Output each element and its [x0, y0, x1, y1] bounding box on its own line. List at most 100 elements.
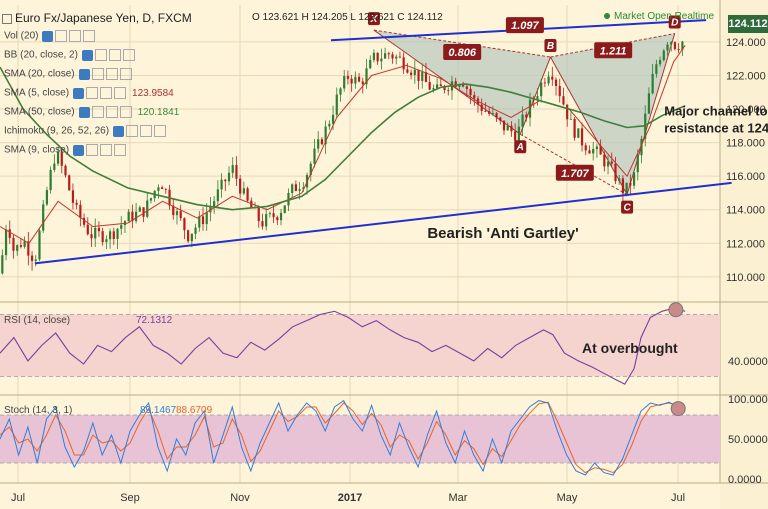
candle-body: [547, 76, 550, 84]
settings-icon[interactable]: [86, 144, 99, 156]
time-tick-label: Nov: [230, 492, 250, 504]
pattern-xab-fill: [373, 30, 551, 135]
indicator-legend-item[interactable]: Vol (20): [4, 30, 96, 42]
candle-body: [242, 188, 245, 194]
indicator-legend-item[interactable]: SMA (20, close): [4, 68, 132, 80]
stoch-d-value: 88.6709: [176, 405, 213, 416]
close-icon[interactable]: [108, 49, 121, 61]
candle-body: [38, 230, 41, 260]
collapse-toggle-icon[interactable]: [2, 13, 12, 24]
indicator-legend-item[interactable]: SMA (5, close) 123.9584: [4, 87, 174, 99]
candle-body: [120, 225, 123, 229]
close-icon[interactable]: [105, 68, 118, 80]
candle-body: [369, 59, 372, 69]
candle-body: [331, 114, 335, 124]
candle-body: [469, 88, 472, 96]
visibility-icon[interactable]: [73, 144, 85, 156]
candle-body: [246, 188, 249, 201]
pattern-point-c-label: C: [623, 203, 631, 214]
stoch-band: [0, 415, 720, 463]
close-icon[interactable]: [100, 144, 113, 156]
visibility-icon[interactable]: [78, 106, 90, 118]
candle-body: [409, 72, 413, 75]
candle-body: [406, 69, 409, 73]
candle-body: [79, 204, 82, 218]
close-icon[interactable]: [105, 106, 118, 118]
market-status: Market Open Realtime: [604, 11, 714, 22]
candle-body: [346, 76, 350, 79]
more-icon[interactable]: [114, 144, 127, 156]
candle-body: [488, 111, 491, 114]
candle-body: [235, 165, 238, 179]
candle-body: [257, 207, 260, 222]
settings-icon[interactable]: [126, 125, 139, 137]
candle-body: [227, 172, 231, 182]
candle-body: [64, 165, 67, 176]
settings-icon[interactable]: [91, 68, 104, 80]
candle-body: [265, 214, 268, 227]
candle-body: [580, 128, 584, 146]
close-icon[interactable]: [100, 87, 113, 99]
candle-body: [161, 187, 164, 190]
more-icon[interactable]: [119, 106, 132, 118]
candle-body: [387, 53, 390, 55]
rsi-line: [0, 307, 686, 385]
pattern-name-annotation: Bearish 'Anti Gartley': [427, 225, 578, 242]
indicator-legend-item[interactable]: BB (20, close, 2): [4, 49, 135, 61]
candle-body: [458, 85, 461, 87]
candle-body: [372, 52, 376, 60]
candle-body: [343, 76, 346, 89]
indicator-legend-item[interactable]: SMA (50, close) 120.1841: [4, 106, 179, 118]
settings-icon[interactable]: [94, 49, 107, 61]
symbol-title[interactable]: Euro Fx/Japanese Yen, D, FXCM: [15, 11, 192, 25]
candle-body: [190, 233, 193, 242]
more-icon[interactable]: [114, 87, 127, 99]
indicator-legend-item[interactable]: Ichimoku (9, 26, 52, 26): [4, 125, 167, 137]
last-price-tag: 124.112: [728, 15, 768, 33]
price-tick-label: 122.000: [726, 70, 766, 82]
candle-body: [655, 64, 658, 74]
settings-icon[interactable]: [91, 106, 104, 118]
candle-body: [205, 212, 208, 225]
candle-body: [484, 110, 487, 112]
candle-body: [142, 207, 145, 217]
candle-body: [577, 128, 580, 138]
stoch-label: Stoch (14, 3, 1): [4, 405, 72, 416]
close-icon[interactable]: [140, 125, 153, 137]
candle-body: [201, 216, 205, 225]
candle-body: [610, 161, 613, 164]
visibility-icon[interactable]: [81, 49, 93, 61]
candle-body: [562, 96, 565, 105]
close-icon[interactable]: [69, 30, 82, 42]
settings-icon[interactable]: [86, 87, 99, 99]
candle-body: [636, 155, 639, 173]
more-icon[interactable]: [83, 30, 96, 42]
indicator-legend-item[interactable]: SMA (9, close): [4, 144, 127, 156]
more-icon[interactable]: [119, 68, 132, 80]
visibility-icon[interactable]: [78, 68, 90, 80]
settings-icon[interactable]: [55, 30, 68, 42]
candle-body: [395, 56, 398, 59]
price-tick-label: 124.000: [726, 37, 766, 49]
more-icon[interactable]: [122, 49, 135, 61]
candle-body: [116, 228, 119, 239]
candle-body: [179, 211, 182, 219]
pattern-point-x-box: [367, 12, 380, 26]
price-tick-label: 112.000: [726, 238, 765, 250]
candle-body: [23, 241, 26, 247]
candle-body: [149, 198, 153, 201]
candle-body: [632, 172, 636, 186]
visibility-icon[interactable]: [73, 87, 85, 99]
more-icon[interactable]: [154, 125, 167, 137]
ratio-label-box: [555, 164, 594, 181]
pattern-point-d-box: [668, 15, 681, 29]
candle-body: [320, 139, 324, 145]
candle-body: [354, 76, 357, 84]
indicator-label: Ichimoku (9, 26, 52, 26): [4, 125, 110, 137]
visibility-icon[interactable]: [42, 30, 54, 42]
candle-body: [105, 239, 108, 243]
candle-body: [291, 184, 294, 193]
visibility-icon[interactable]: [113, 125, 125, 137]
candle-body: [532, 99, 535, 101]
